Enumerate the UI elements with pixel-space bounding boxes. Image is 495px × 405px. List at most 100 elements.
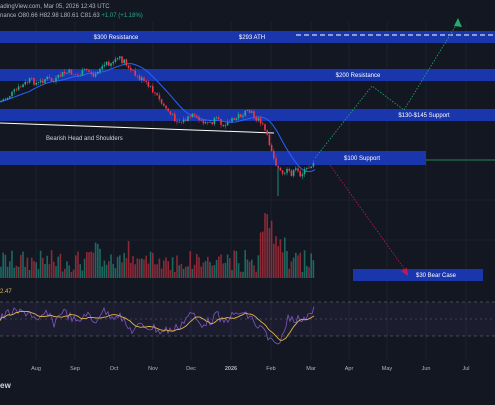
candle-body [174, 114, 176, 122]
volume-bar [229, 258, 231, 278]
volume-bar [242, 271, 244, 278]
candle-body [286, 168, 288, 173]
volume-bar [141, 258, 143, 278]
candle-body [231, 118, 233, 122]
volume-bar [200, 266, 202, 278]
volume-bar [286, 251, 288, 278]
candle-body [213, 118, 216, 125]
candle-body [273, 150, 275, 159]
volume-bar [259, 232, 262, 278]
candle-body [57, 74, 59, 78]
candle-body [193, 113, 196, 116]
volume-bar [202, 262, 205, 278]
volume-bar [235, 251, 238, 278]
volume-bar [66, 261, 68, 278]
candle-body [158, 95, 161, 100]
candle-body [136, 75, 139, 77]
x-tick-label: Dec [186, 366, 196, 372]
moving-average-line [0, 63, 316, 173]
candle-body [163, 103, 165, 106]
candle-body [191, 113, 194, 118]
volume-bar [273, 243, 275, 278]
candle-body [116, 58, 119, 60]
candle-body [79, 75, 81, 77]
volume-bar [4, 254, 7, 278]
candle-body [270, 145, 273, 151]
candle-body [196, 115, 198, 117]
volume-bar [185, 266, 187, 278]
candle-body [160, 99, 163, 104]
volume-bar [48, 264, 51, 278]
volume-bar [154, 264, 156, 278]
x-tick-label: May [382, 366, 393, 372]
candle-body [200, 120, 202, 121]
volume-bar [295, 252, 297, 278]
zone-band [353, 269, 483, 281]
volume-bar [37, 269, 40, 278]
price-change: +1.07 (+1.18%) [101, 13, 143, 19]
candle-body [156, 93, 158, 96]
candle-body [33, 78, 35, 85]
volume-bar [251, 259, 253, 278]
candle-body [284, 172, 286, 174]
volume-bar [281, 252, 284, 278]
volume-bar [297, 255, 299, 278]
candle-body [66, 72, 68, 74]
volume-bar [220, 254, 222, 278]
neckline [0, 122, 275, 134]
candle-body [119, 56, 121, 59]
header-bar: nance O80.66 H82.98 L80.61 C81.63 +1.07 … [0, 13, 143, 19]
candle-body [97, 72, 99, 75]
candle-body [22, 84, 24, 88]
candle-body [251, 111, 253, 113]
candle-body [81, 70, 84, 76]
volume-bar [92, 252, 95, 278]
x-tick-label: Aug [31, 366, 41, 372]
candle-body [50, 78, 53, 82]
volume-bar [257, 255, 260, 278]
volume-bar [264, 213, 266, 278]
candle-body [226, 121, 229, 126]
candle-body [48, 76, 51, 79]
volume-bar [132, 256, 134, 278]
volume-bar [15, 265, 18, 278]
volume-bar [290, 261, 293, 278]
volume-bar [213, 264, 216, 278]
volume-bar [308, 267, 310, 278]
volume-bar [231, 270, 233, 278]
volume-bar [11, 250, 13, 278]
candle-body [94, 74, 97, 77]
zone-label: $300 Resistance [94, 35, 139, 41]
zone-label: $100 Support [344, 156, 380, 162]
candle-body [288, 168, 290, 171]
candle-body [220, 118, 222, 125]
candle-body [233, 118, 235, 120]
volume-bar [244, 250, 246, 278]
candle-body [229, 121, 231, 123]
candle-body [127, 65, 130, 69]
volume-bar [163, 260, 165, 278]
candle-body [255, 117, 257, 121]
volume-bar [127, 241, 130, 278]
candle-body [123, 59, 125, 64]
x-tick-label: Jun [422, 366, 431, 372]
volume-bar [101, 266, 103, 278]
volume-bar [303, 250, 306, 278]
candle-body [20, 86, 22, 88]
volume-bar [136, 258, 139, 278]
candle-body [83, 69, 86, 71]
volume-bar [114, 268, 117, 278]
candle-body [72, 74, 75, 76]
candle-body [207, 122, 209, 123]
volume-bar [160, 268, 163, 278]
volume-bar [147, 263, 150, 278]
volume-bar [57, 256, 59, 278]
candle-body [6, 97, 9, 99]
volume-bar [224, 262, 227, 278]
candle-body [262, 123, 264, 125]
volume-bar [6, 266, 9, 278]
volume-bar [180, 263, 183, 278]
volume-bar [301, 271, 304, 278]
volume-bar [134, 264, 136, 278]
